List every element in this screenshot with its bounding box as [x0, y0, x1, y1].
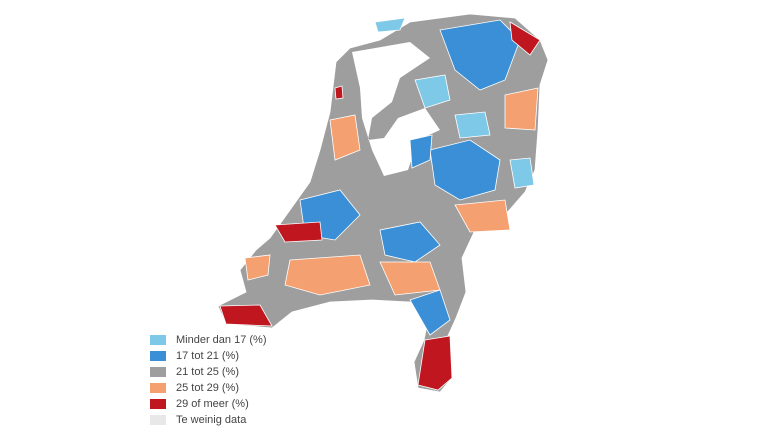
- legend-label: Te weinig data: [176, 414, 247, 426]
- region: [374, 17, 406, 33]
- region: [429, 139, 501, 201]
- region: [284, 254, 371, 296]
- region: [454, 111, 491, 139]
- region: [509, 157, 535, 189]
- legend-swatch: [150, 367, 166, 377]
- region: [504, 87, 539, 131]
- region: [409, 134, 433, 169]
- legend-label: Minder dan 17 (%): [176, 334, 267, 346]
- region: [409, 289, 451, 336]
- water: [352, 42, 440, 176]
- region: [439, 19, 521, 91]
- legend: Minder dan 17 (%) 17 tot 21 (%) 21 tot 25 …: [150, 334, 267, 426]
- map: [217, 13, 549, 393]
- legend-swatch: [150, 335, 166, 345]
- region: [334, 85, 344, 100]
- legend-swatch: [150, 351, 166, 361]
- legend-label: 25 tot 29 (%): [176, 382, 239, 394]
- region: [219, 304, 273, 327]
- legend-swatch: [150, 383, 166, 393]
- region: [244, 254, 271, 281]
- legend-label: 29 of meer (%): [176, 398, 249, 410]
- legend-label: 21 tot 25 (%): [176, 366, 239, 378]
- region: [454, 199, 511, 233]
- legend-swatch: [150, 399, 166, 409]
- region: [509, 21, 541, 56]
- legend-label: 17 tot 21 (%): [176, 350, 239, 362]
- region: [414, 74, 451, 109]
- region: [417, 335, 453, 391]
- legend-swatch: [150, 415, 166, 425]
- region: [379, 261, 441, 296]
- region: [379, 221, 441, 263]
- region: [274, 221, 323, 243]
- region: [329, 114, 361, 161]
